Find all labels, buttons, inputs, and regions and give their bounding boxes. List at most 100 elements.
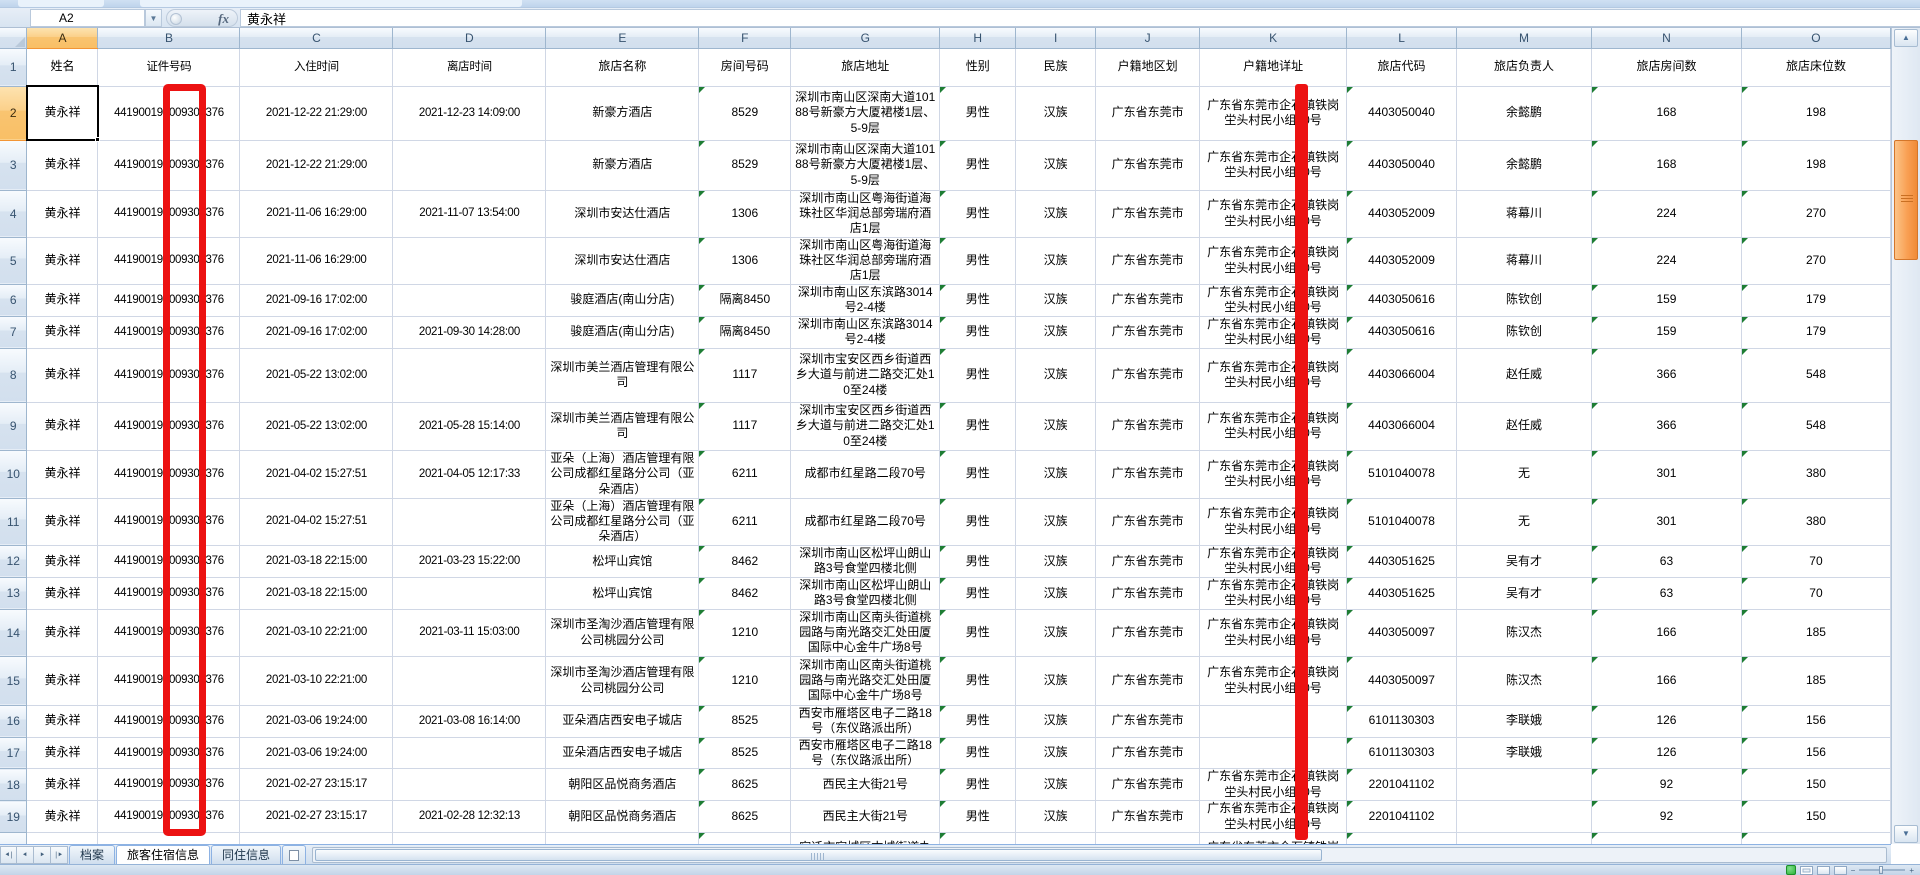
cell-C20[interactable]: 2021-02-19 14:53:00 — [239, 832, 394, 844]
cell-O12[interactable]: 70 — [1741, 545, 1891, 578]
cell-D12[interactable]: 2021-03-23 15:22:00 — [392, 545, 547, 578]
cell-M2[interactable]: 余懿鹏 — [1456, 86, 1592, 141]
cell-A18[interactable]: 黄永祥 — [26, 768, 99, 802]
cell-B2[interactable]: 441900199009300376 — [97, 86, 241, 141]
cell-L11[interactable]: 5101040078 — [1346, 498, 1458, 546]
cell-B13[interactable]: 441900199009300376 — [97, 577, 241, 610]
cell-I8[interactable]: 汉族 — [1015, 348, 1097, 403]
cell-A9[interactable]: 黄永祥 — [26, 402, 99, 451]
row-header-12[interactable]: 12 — [0, 545, 28, 578]
cell-E10[interactable]: 亚朵（上海）酒店管理有限公司成都红星路分公司（亚朵酒店） — [545, 450, 700, 499]
cell-M17[interactable]: 李联娥 — [1456, 737, 1592, 770]
cell-O17[interactable]: 156 — [1741, 737, 1891, 770]
cell-I20[interactable]: 汉族 — [1015, 832, 1097, 844]
cell-E19[interactable]: 朝阳区品悦商务酒店 — [545, 800, 700, 833]
cell-N19[interactable]: 92 — [1591, 800, 1742, 833]
cell-E8[interactable]: 深圳市美兰酒店管理有限公司 — [545, 348, 700, 403]
cell-J19[interactable]: 广东省东莞市 — [1095, 800, 1201, 833]
cell-C3[interactable]: 2021-12-22 21:29:00 — [239, 140, 394, 191]
cell-N8[interactable]: 366 — [1591, 348, 1742, 403]
cell-A2[interactable]: 黄永祥 — [26, 86, 99, 141]
cell-L4[interactable]: 4403052009 — [1346, 190, 1458, 238]
zoom-out-icon[interactable]: − — [1850, 865, 1856, 875]
scroll-down-arrow-icon[interactable]: ▼ — [1894, 825, 1918, 843]
cell-N15[interactable]: 166 — [1591, 656, 1742, 706]
cell-H13[interactable]: 男性 — [939, 577, 1017, 610]
cell-I6[interactable]: 汉族 — [1015, 284, 1097, 317]
cell-E20[interactable]: 维也纳(智好) — [545, 832, 700, 844]
cell-J4[interactable]: 广东省东莞市 — [1095, 190, 1201, 238]
cell-G13[interactable]: 深圳市南山区松坪山朗山路3号食堂四楼北侧 — [790, 577, 941, 610]
field-header-ethnic[interactable]: 民族 — [1015, 48, 1097, 87]
column-header-J[interactable]: J — [1095, 28, 1201, 49]
cell-O18[interactable]: 150 — [1741, 768, 1891, 802]
cell-B5[interactable]: 441900199009300376 — [97, 237, 241, 285]
cell-I13[interactable]: 汉族 — [1015, 577, 1097, 610]
cell-H7[interactable]: 男性 — [939, 316, 1017, 349]
column-header-G[interactable]: G — [790, 28, 941, 49]
cell-L19[interactable]: 2201041102 — [1346, 800, 1458, 833]
column-header-F[interactable]: F — [698, 28, 792, 49]
row-header-15[interactable]: 15 — [0, 656, 28, 706]
cell-F17[interactable]: 8525 — [698, 737, 792, 770]
cell-E7[interactable]: 骏庭酒店(南山分店) — [545, 316, 700, 349]
cell-E9[interactable]: 深圳市美兰酒店管理有限公司 — [545, 402, 700, 451]
name-box-dropdown-icon[interactable]: ▼ — [145, 9, 162, 27]
cell-D7[interactable]: 2021-09-30 14:28:00 — [392, 316, 547, 349]
cell-K15[interactable]: 广东省东莞市企石镇铁岗坣头村民小组10号 — [1199, 656, 1348, 706]
cell-G15[interactable]: 深圳市南山区南头街道桃园路与南光路交汇处田厦国际中心金牛广场8号 — [790, 656, 941, 706]
row-header-5[interactable]: 5 — [0, 237, 28, 285]
cell-N11[interactable]: 301 — [1591, 498, 1742, 546]
cell-E12[interactable]: 松坪山宾馆 — [545, 545, 700, 578]
column-header-H[interactable]: H — [939, 28, 1017, 49]
cell-A7[interactable]: 黄永祥 — [26, 316, 99, 349]
previous-sheet-button[interactable]: ⯇ — [17, 846, 34, 864]
cell-L6[interactable]: 4403050616 — [1346, 284, 1458, 317]
cell-K6[interactable]: 广东省东莞市企石镇铁岗坣头村民小组10号 — [1199, 284, 1348, 317]
cell-N13[interactable]: 63 — [1591, 577, 1742, 610]
cell-F3[interactable]: 8529 — [698, 140, 792, 191]
row-header-10[interactable]: 10 — [0, 450, 28, 499]
cell-A10[interactable]: 黄永祥 — [26, 450, 99, 499]
cell-C5[interactable]: 2021-11-06 16:29:00 — [239, 237, 394, 285]
cell-A17[interactable]: 黄永祥 — [26, 737, 99, 770]
cell-N16[interactable]: 126 — [1591, 705, 1742, 738]
cell-B19[interactable]: 441900199009300376 — [97, 800, 241, 833]
cell-O5[interactable]: 270 — [1741, 237, 1891, 285]
cell-N5[interactable]: 224 — [1591, 237, 1742, 285]
cell-D16[interactable]: 2021-03-08 16:14:00 — [392, 705, 547, 738]
field-header-room[interactable]: 房间号码 — [698, 48, 792, 87]
cell-D2[interactable]: 2021-12-23 14:09:00 — [392, 86, 547, 141]
cell-G20[interactable]: 宿迁市宿城区古城街道办公大楼（地上北一层、地 — [790, 832, 941, 844]
formula-input[interactable]: 黄永祥 — [240, 9, 1920, 27]
cell-F9[interactable]: 1117 — [698, 402, 792, 451]
cell-K13[interactable]: 广东省东莞市企石镇铁岗坣头村民小组10号 — [1199, 577, 1348, 610]
cell-M3[interactable]: 余懿鹏 — [1456, 140, 1592, 191]
cell-N3[interactable]: 168 — [1591, 140, 1742, 191]
cell-M12[interactable]: 吴有才 — [1456, 545, 1592, 578]
cell-L17[interactable]: 6101130303 — [1346, 737, 1458, 770]
column-header-O[interactable]: O — [1741, 28, 1891, 49]
cell-C15[interactable]: 2021-03-10 22:21:00 — [239, 656, 394, 706]
cell-G9[interactable]: 深圳市宝安区西乡街道西乡大道与前进二路交汇处10至24楼 — [790, 402, 941, 451]
field-header-room_count[interactable]: 旅店房间数 — [1591, 48, 1742, 87]
cell-L13[interactable]: 4403051625 — [1346, 577, 1458, 610]
vertical-scrollbar[interactable]: ▲ ▼ — [1891, 28, 1920, 844]
cell-M16[interactable]: 李联娥 — [1456, 705, 1592, 738]
cell-A15[interactable]: 黄永祥 — [26, 656, 99, 706]
zoom-slider-thumb[interactable] — [1879, 866, 1884, 874]
cell-D13[interactable] — [392, 577, 547, 610]
cell-F5[interactable]: 1306 — [698, 237, 792, 285]
cell-C4[interactable]: 2021-11-06 16:29:00 — [239, 190, 394, 238]
cell-L5[interactable]: 4403052009 — [1346, 237, 1458, 285]
cell-N9[interactable]: 366 — [1591, 402, 1742, 451]
cell-D9[interactable]: 2021-05-28 15:14:00 — [392, 402, 547, 451]
cell-B10[interactable]: 441900199009300376 — [97, 450, 241, 499]
cell-J11[interactable]: 广东省东莞市 — [1095, 498, 1201, 546]
cell-B20[interactable]: 441900199009300376 — [97, 832, 241, 844]
cell-M5[interactable]: 蒋幕川 — [1456, 237, 1592, 285]
cell-G2[interactable]: 深圳市南山区深南大道10188号新豪方大厦裙楼1层、5-9层 — [790, 86, 941, 141]
cell-M9[interactable]: 赵任威 — [1456, 402, 1592, 451]
row-header-11[interactable]: 11 — [0, 498, 28, 546]
cell-C12[interactable]: 2021-03-18 22:15:00 — [239, 545, 394, 578]
